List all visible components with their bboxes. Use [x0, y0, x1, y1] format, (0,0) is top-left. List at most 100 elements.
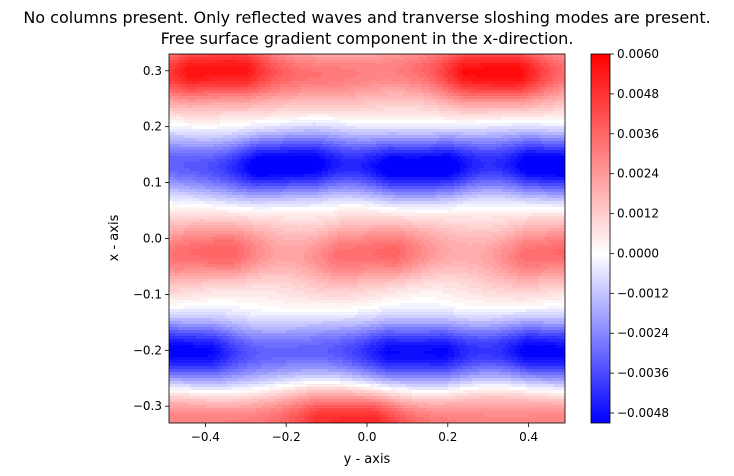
- contour-cell: [190, 69, 194, 73]
- contour-cell: [175, 234, 179, 238]
- contour-cell: [178, 138, 182, 142]
- contour-cell: [202, 363, 206, 367]
- contour-cell: [184, 102, 188, 106]
- contour-cell: [172, 342, 176, 346]
- contour-cell: [208, 132, 212, 136]
- contour-cell: [202, 321, 206, 325]
- contour-cell: [202, 312, 206, 316]
- contour-cell: [190, 348, 194, 352]
- contour-cell: [178, 198, 182, 202]
- contour-cell: [175, 309, 179, 313]
- contour-cell: [217, 201, 221, 205]
- contour-cell: [181, 120, 185, 124]
- contour-cell: [220, 102, 224, 106]
- contour-cell: [190, 288, 194, 292]
- contour-cell: [202, 303, 206, 307]
- contour-cell: [214, 357, 218, 361]
- contour-cell: [190, 204, 194, 208]
- contour-cell: [172, 363, 176, 367]
- contour-cell: [190, 225, 194, 229]
- contour-cell: [211, 66, 215, 70]
- contour-cell: [217, 126, 221, 130]
- contour-cell: [208, 87, 212, 91]
- contour-cell: [181, 294, 185, 298]
- contour-cell: [205, 312, 209, 316]
- contour-cell: [220, 207, 224, 211]
- contour-cell: [187, 102, 191, 106]
- contour-cell: [199, 189, 203, 193]
- contour-cell: [211, 234, 215, 238]
- contour-cell: [211, 84, 215, 88]
- contour-cell: [214, 354, 218, 358]
- contour-cell: [208, 267, 212, 271]
- contour-cell: [199, 183, 203, 187]
- contour-cell: [169, 201, 173, 205]
- contour-cell: [190, 60, 194, 64]
- contour-cell: [193, 159, 197, 163]
- contour-cell: [172, 216, 176, 220]
- contour-cell: [202, 63, 206, 67]
- contour-cell: [187, 414, 191, 418]
- contour-cell: [184, 135, 188, 139]
- contour-cell: [205, 276, 209, 280]
- contour-cell: [193, 336, 197, 340]
- contour-cell: [196, 318, 200, 322]
- contour-cell: [169, 318, 173, 322]
- contour-cell: [202, 393, 206, 397]
- contour-cell: [202, 234, 206, 238]
- contour-cell: [187, 234, 191, 238]
- contour-cell: [175, 108, 179, 112]
- contour-cell: [208, 156, 212, 160]
- contour-cell: [169, 138, 173, 142]
- contour-cell: [169, 312, 173, 316]
- contour-cell: [178, 90, 182, 94]
- contour-cell: [199, 396, 203, 400]
- contour-cell: [178, 84, 182, 88]
- contour-cell: [184, 57, 188, 61]
- contour-cell: [211, 363, 215, 367]
- contour-cell: [214, 156, 218, 160]
- contour-cell: [202, 69, 206, 73]
- contour-cell: [184, 207, 188, 211]
- contour-cell: [181, 309, 185, 313]
- contour-cell: [211, 267, 215, 271]
- contour-cell: [202, 291, 206, 295]
- contour-cell: [178, 288, 182, 292]
- contour-cell: [196, 279, 200, 283]
- contour-cell: [193, 75, 197, 79]
- contour-cell: [202, 384, 206, 388]
- contour-cell: [190, 336, 194, 340]
- contour-cell: [187, 204, 191, 208]
- contour-cell: [205, 417, 209, 421]
- contour-cell: [181, 378, 185, 382]
- contour-cell: [196, 315, 200, 319]
- contour-cell: [202, 57, 206, 61]
- contour-cell: [187, 150, 191, 154]
- contour-cell: [181, 210, 185, 214]
- contour-cell: [175, 159, 179, 163]
- contour-cell: [208, 90, 212, 94]
- contour-cell: [193, 96, 197, 100]
- contour-cell: [211, 111, 215, 115]
- contour-cell: [169, 105, 173, 109]
- contour-cell: [202, 399, 206, 403]
- contour-cell: [184, 363, 188, 367]
- contour-cell: [220, 66, 224, 70]
- contour-cell: [187, 255, 191, 259]
- contour-cell: [205, 240, 209, 244]
- contour-cell: [181, 66, 185, 70]
- contour-cell: [169, 261, 173, 265]
- contour-cell: [196, 282, 200, 286]
- contour-cell: [202, 108, 206, 112]
- contour-cell: [175, 156, 179, 160]
- contour-cell: [217, 87, 221, 91]
- contour-cell: [175, 144, 179, 148]
- contour-cell: [187, 336, 191, 340]
- contour-cell: [196, 336, 200, 340]
- contour-cell: [199, 168, 203, 172]
- contour-cell: [196, 327, 200, 331]
- contour-cell: [220, 219, 224, 223]
- contour-cell: [211, 210, 215, 214]
- contour-cell: [181, 300, 185, 304]
- contour-cell: [172, 114, 176, 118]
